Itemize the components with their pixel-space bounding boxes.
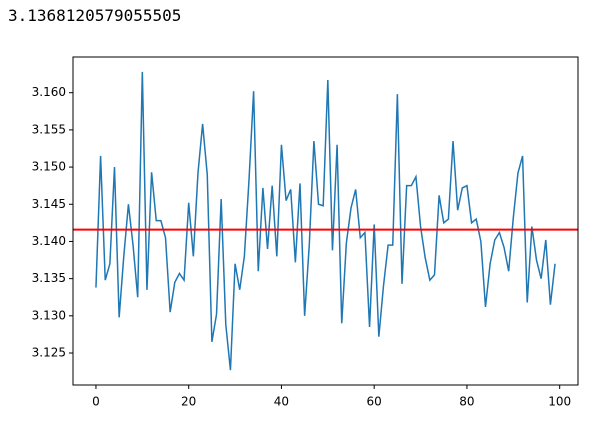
output-text: 3.1368120579055505	[8, 6, 182, 25]
x-tick-label: 0	[92, 395, 100, 409]
y-tick-label: 3.155	[32, 122, 66, 136]
y-tick-label: 3.130	[32, 308, 66, 322]
x-tick-label: 60	[367, 395, 382, 409]
y-tick-label: 3.135	[32, 271, 66, 285]
x-tick-label: 80	[459, 395, 474, 409]
y-tick-label: 3.140	[32, 234, 66, 248]
x-tick-label: 20	[181, 395, 196, 409]
y-tick-label: 3.145	[32, 197, 66, 211]
y-tick-label: 3.125	[32, 346, 66, 360]
x-tick-label: 40	[274, 395, 289, 409]
y-tick-label: 3.160	[32, 85, 66, 99]
data-line	[95, 71, 556, 371]
plot-frame	[72, 56, 579, 386]
x-tick-label: 100	[548, 395, 571, 409]
y-tick-label: 3.150	[32, 160, 66, 174]
